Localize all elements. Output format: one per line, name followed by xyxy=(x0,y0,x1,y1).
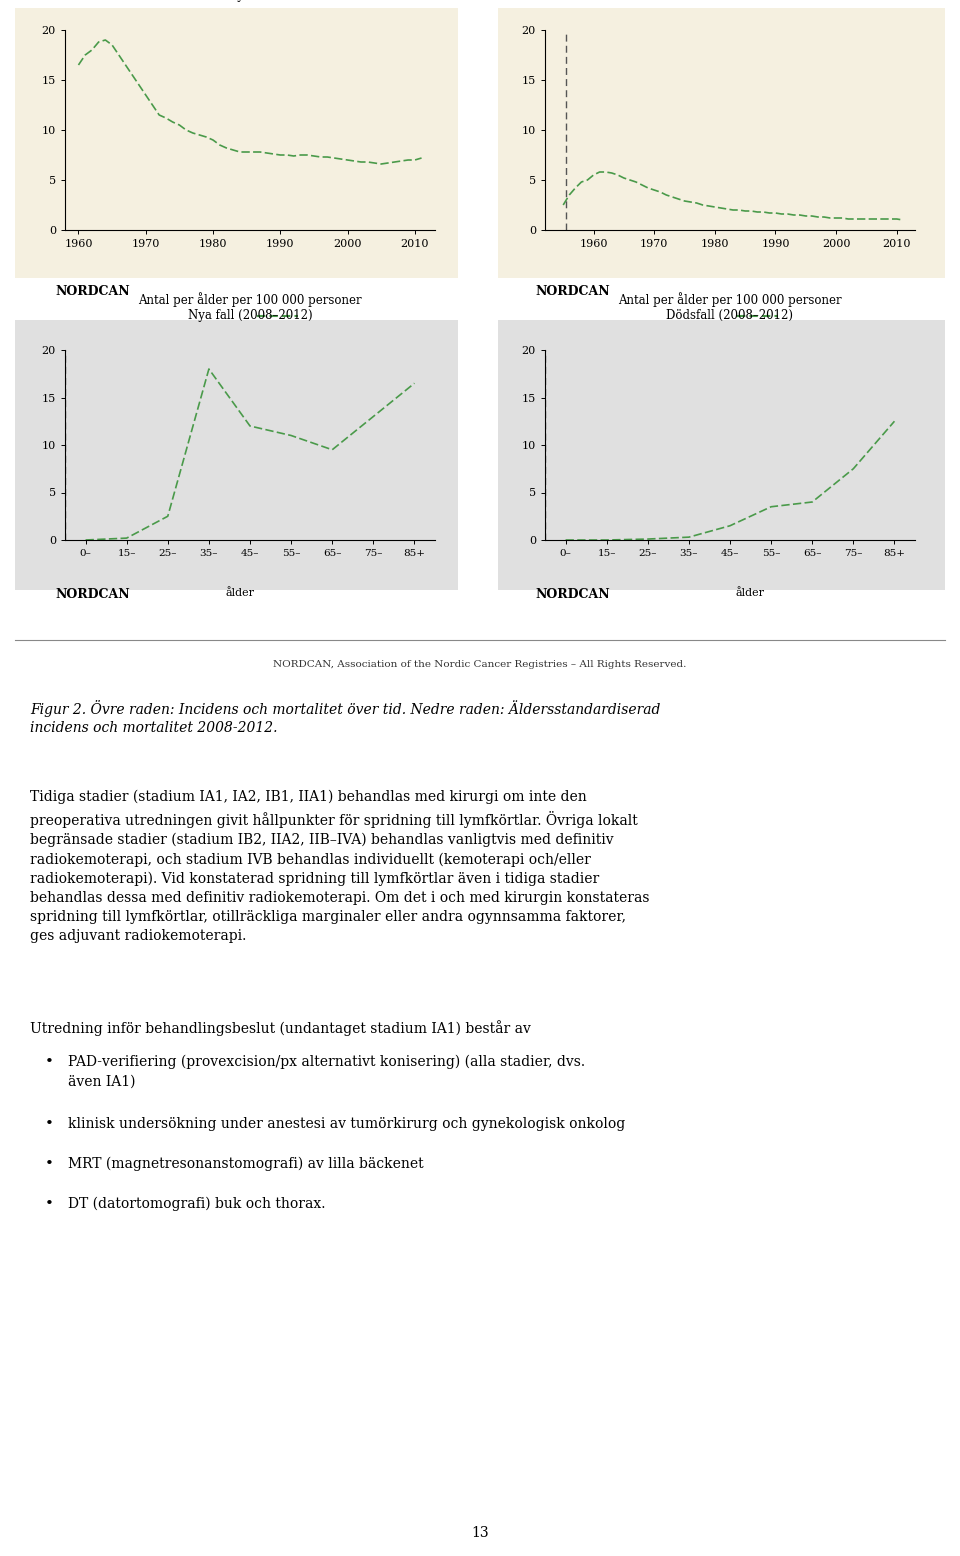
Text: klinisk undersökning under anestesi av tumörkirurg och gynekologisk onkolog: klinisk undersökning under anestesi av t… xyxy=(68,1117,625,1131)
Text: 13: 13 xyxy=(471,1526,489,1540)
Text: NORDCAN: NORDCAN xyxy=(535,588,610,601)
Text: Utredning inför behandlingsbeslut (undantaget stadium IA1) består av: Utredning inför behandlingsbeslut (undan… xyxy=(30,1021,531,1036)
Title: Antal per år per 100 000 personer (W)
Dödsfall: Antal per år per 100 000 personer (W) Dö… xyxy=(614,0,845,3)
Title: Antal per ålder per 100 000 personer
Nya fall (2008–2012): Antal per ålder per 100 000 personer Nya… xyxy=(138,293,362,322)
Text: NORDCAN: NORDCAN xyxy=(55,588,130,601)
Text: •: • xyxy=(45,1197,54,1211)
Text: MRT (magnetresonanstomografi) av lilla bäckenet: MRT (magnetresonanstomografi) av lilla b… xyxy=(68,1158,423,1172)
Title: Antal per ålder per 100 000 personer
Dödsfall (2008–2012): Antal per ålder per 100 000 personer Död… xyxy=(618,293,842,322)
Title: Antal per år per 100 000 personer (W)
Nya fall: Antal per år per 100 000 personer (W) Ny… xyxy=(134,0,365,3)
Text: NORDCAN: NORDCAN xyxy=(55,285,130,299)
Text: ålder: ålder xyxy=(735,588,764,598)
Text: Figur 2. Övre raden: Incidens och mortalitet över tid. Nedre raden: Äldersstanda: Figur 2. Övre raden: Incidens och mortal… xyxy=(30,700,660,736)
Text: Tidiga stadier (stadium IA1, IA2, IB1, IIA1) behandlas med kirurgi om inte den
p: Tidiga stadier (stadium IA1, IA2, IB1, I… xyxy=(30,790,650,943)
Text: •: • xyxy=(45,1117,54,1131)
Text: PAD-verifiering (provexcision/px alternativt konisering) (alla stadier, dvs.
äve: PAD-verifiering (provexcision/px alterna… xyxy=(68,1055,586,1088)
Text: •: • xyxy=(45,1158,54,1172)
Text: NORDCAN: NORDCAN xyxy=(535,285,610,299)
Text: ålder: ålder xyxy=(226,588,254,598)
Text: •: • xyxy=(45,1055,54,1069)
Text: NORDCAN, Association of the Nordic Cancer Registries – All Rights Reserved.: NORDCAN, Association of the Nordic Cance… xyxy=(274,660,686,669)
Text: DT (datortomografi) buk och thorax.: DT (datortomografi) buk och thorax. xyxy=(68,1197,325,1212)
